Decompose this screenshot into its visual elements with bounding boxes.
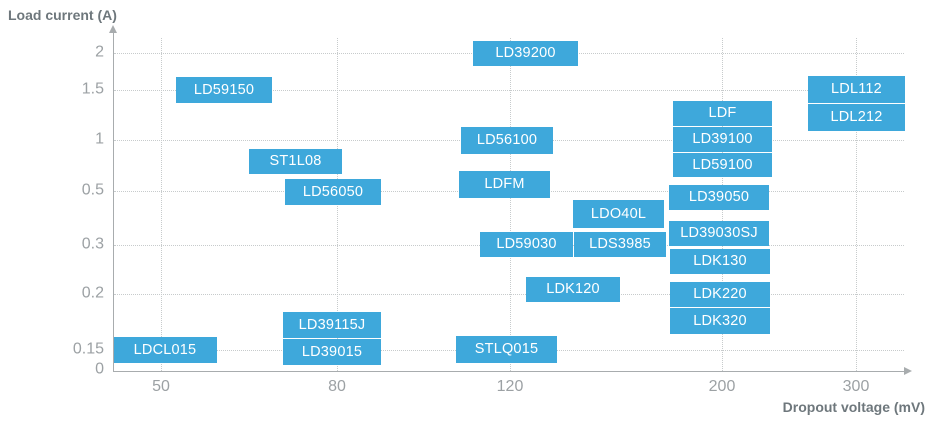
product-box-ldcl015: LDCL015 xyxy=(113,337,217,363)
gridline-y-0.2 xyxy=(114,294,904,295)
product-box-ld39030sj: LD39030SJ xyxy=(669,221,769,246)
y-tick-label-2: 2 xyxy=(95,43,104,61)
product-box-ld59150: LD59150 xyxy=(176,77,272,103)
product-box-ld39200: LD39200 xyxy=(473,41,578,66)
y-axis-arrow-icon xyxy=(109,25,117,33)
gridline-x-300 xyxy=(856,38,857,371)
x-axis-title: Dropout voltage (mV) xyxy=(782,399,925,415)
x-tick-label-80: 80 xyxy=(328,378,346,395)
product-box-ld39115j: LD39115J xyxy=(283,312,381,338)
y-axis-title: Load current (A) xyxy=(8,7,117,23)
y-tick-label-0: 0 xyxy=(95,360,104,378)
product-box-ld39050: LD39050 xyxy=(669,185,769,210)
product-box-ldl212: LDL212 xyxy=(808,104,905,131)
product-box-ldf: LDF xyxy=(673,101,772,126)
gridline-x-120 xyxy=(510,38,511,371)
y-tick-label-0.3: 0.3 xyxy=(81,235,104,253)
x-tick-label-50: 50 xyxy=(152,378,170,395)
x-tick-label-120: 120 xyxy=(496,378,524,395)
x-axis-arrow-icon xyxy=(904,367,912,375)
product-box-ldk320: LDK320 xyxy=(670,308,770,334)
y-tick-label-0.2: 0.2 xyxy=(81,284,104,302)
y-tick-label-0.5: 0.5 xyxy=(81,181,104,199)
product-box-ld59030: LD59030 xyxy=(480,232,573,257)
x-tick-label-300: 300 xyxy=(842,378,870,395)
product-box-ldl112: LDL112 xyxy=(808,76,905,103)
y-tick-label-1.5: 1.5 xyxy=(81,80,104,98)
product-box-ld56050: LD56050 xyxy=(285,179,381,205)
product-box-lds3985: LDS3985 xyxy=(574,232,666,257)
product-box-ld39100: LD39100 xyxy=(673,127,772,152)
y-axis-line xyxy=(113,32,114,371)
x-tick-label-200: 200 xyxy=(708,378,736,395)
product-box-ldo40l: LDO40L xyxy=(573,200,664,228)
y-tick-label-0.15: 0.15 xyxy=(72,340,104,358)
product-box-st1l08: ST1L08 xyxy=(249,149,342,174)
x-axis-line xyxy=(113,371,905,372)
product-box-ldk120: LDK120 xyxy=(526,277,620,302)
gridline-y-1.5 xyxy=(114,90,904,91)
product-box-ldk220: LDK220 xyxy=(670,282,770,307)
product-box-ldfm: LDFM xyxy=(459,171,550,198)
product-box-stlq015: STLQ015 xyxy=(456,336,557,363)
product-box-ld59100: LD59100 xyxy=(673,153,772,177)
product-box-ld56100: LD56100 xyxy=(461,127,553,154)
product-box-ldk130: LDK130 xyxy=(670,249,770,274)
product-box-ld39015: LD39015 xyxy=(283,339,381,365)
gridline-x-50 xyxy=(161,38,162,371)
y-tick-label-1: 1 xyxy=(95,130,104,148)
